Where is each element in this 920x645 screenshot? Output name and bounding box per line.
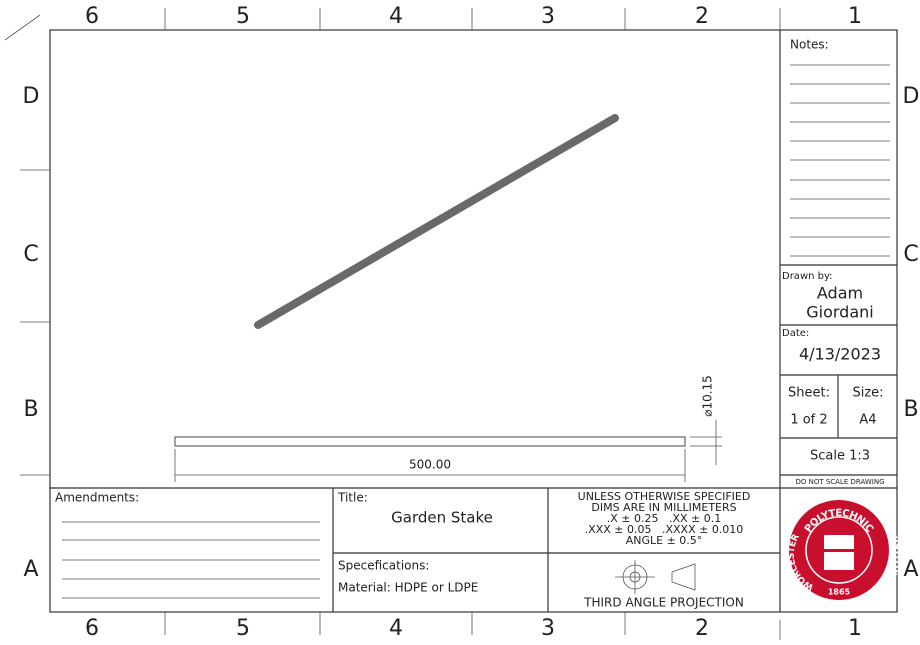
column-label: 2 bbox=[695, 616, 709, 641]
drawn-by-label: Drawn by: bbox=[782, 271, 833, 282]
logo-year: 1865 bbox=[828, 588, 851, 597]
column-label: 1 bbox=[848, 4, 862, 29]
row-label: A bbox=[23, 557, 38, 582]
row-label: B bbox=[903, 397, 918, 422]
row-label: D bbox=[23, 84, 40, 109]
notes-label: Notes: bbox=[790, 38, 829, 52]
column-label: 2 bbox=[695, 4, 709, 29]
row-label: D bbox=[903, 84, 920, 109]
size-value: A4 bbox=[859, 413, 876, 428]
drawn-by-name: Adam bbox=[817, 284, 863, 303]
length-dimension: 500.00 bbox=[409, 458, 451, 472]
column-label: 5 bbox=[236, 616, 250, 641]
column-label: 3 bbox=[541, 4, 555, 29]
tolerance-line: ANGLE ± 0.5° bbox=[626, 534, 703, 547]
specifications-value: Material: HDPE or LDPE bbox=[338, 581, 478, 595]
row-label: C bbox=[23, 242, 38, 267]
column-label: 6 bbox=[85, 4, 99, 29]
diameter-dimension: ⌀10.15 bbox=[701, 375, 715, 417]
column-label: 6 bbox=[85, 616, 99, 641]
specifications-label: Specefications: bbox=[338, 559, 429, 573]
row-label: C bbox=[903, 242, 918, 267]
title-label: Title: bbox=[337, 491, 368, 505]
amendments-label: Amendments: bbox=[55, 491, 139, 505]
stake-isometric bbox=[258, 118, 615, 325]
size-label: Size: bbox=[852, 386, 883, 401]
column-label: 5 bbox=[236, 4, 250, 29]
column-label: 4 bbox=[389, 616, 403, 641]
column-label: 4 bbox=[389, 4, 403, 29]
column-label: 3 bbox=[541, 616, 555, 641]
scale: Scale 1:3 bbox=[810, 449, 870, 464]
sheet-value: 1 of 2 bbox=[790, 413, 827, 428]
drawing-sheet: 500.00 ⌀10.15 Notes: Drawn by: Adam Gior… bbox=[0, 0, 920, 645]
projection-symbol bbox=[615, 560, 695, 594]
sheet-label: Sheet: bbox=[788, 386, 830, 401]
row-label: B bbox=[23, 397, 38, 422]
title-value: Garden Stake bbox=[391, 509, 493, 527]
scale-note: DO NOT SCALE DRAWING bbox=[795, 478, 884, 486]
column-label: 1 bbox=[848, 616, 862, 641]
stake-side-view bbox=[175, 437, 685, 446]
date-label: Date: bbox=[782, 328, 809, 339]
logo: POLYTECHNIC WORCESTER INSTITUTE 1865 bbox=[786, 500, 902, 600]
dimension-lines bbox=[175, 420, 722, 482]
drawn-by-name: Giordani bbox=[806, 303, 873, 322]
row-label: A bbox=[903, 557, 918, 582]
corner-mark bbox=[5, 15, 40, 40]
date-value: 4/13/2023 bbox=[799, 345, 881, 364]
projection-label: THIRD ANGLE PROJECTION bbox=[583, 596, 744, 610]
